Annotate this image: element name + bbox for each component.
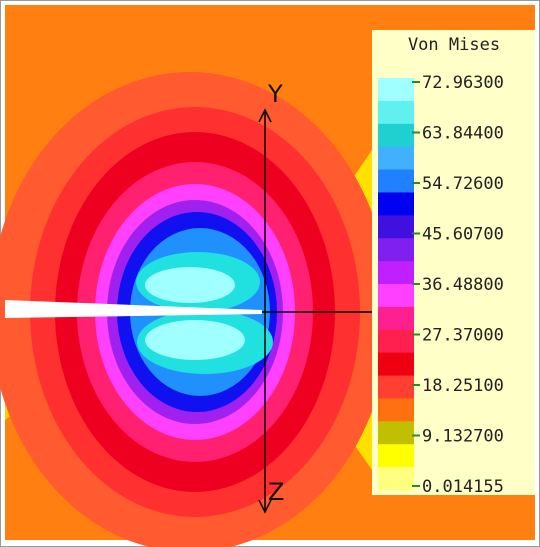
color-band [378,467,414,491]
color-band [378,398,414,422]
contour-field [0,5,535,547]
color-band [378,421,414,445]
color-band [378,146,414,171]
tick-label: 36.48800 [422,275,504,295]
color-band [378,284,414,308]
y-arrow [258,108,272,123]
tick-label: 0.014155 [422,477,504,497]
color-bar [378,78,414,491]
color-band [378,444,414,468]
tick-label: 63.84400 [422,124,504,144]
axes: Y Z [258,80,372,514]
color-band [378,238,414,262]
color-band [378,123,414,148]
color-band [378,375,414,399]
y-axis-label: Y [267,80,283,108]
color-band [378,78,414,102]
legend: Von Mises 72.96300 63.84400 54.72600 45.607… [372,30,535,497]
color-band [378,306,414,331]
color-band [378,192,414,216]
tick-label: 18.25100 [422,376,504,396]
tick-label: 54.72600 [422,174,504,194]
contour-lightcyan-lower [145,320,245,360]
tick-label: 72.96300 [422,73,504,93]
tick-label: 9.132700 [422,427,504,447]
contour-lightcyan-upper [145,267,235,303]
color-band [378,352,414,377]
color-band [378,261,414,285]
color-band [378,329,414,354]
tick-label: 27.37000 [422,326,504,346]
color-band [378,215,414,239]
color-band [378,100,414,125]
legend-ticks: 72.96300 63.84400 54.72600 45.60700 36.48800… [412,73,504,497]
crack [5,300,262,318]
tick-label: 45.60700 [422,225,504,245]
z-axis-label: Z [268,478,284,506]
legend-title: Von Mises [408,35,500,55]
z-arrow [258,499,272,514]
color-band [378,169,414,193]
